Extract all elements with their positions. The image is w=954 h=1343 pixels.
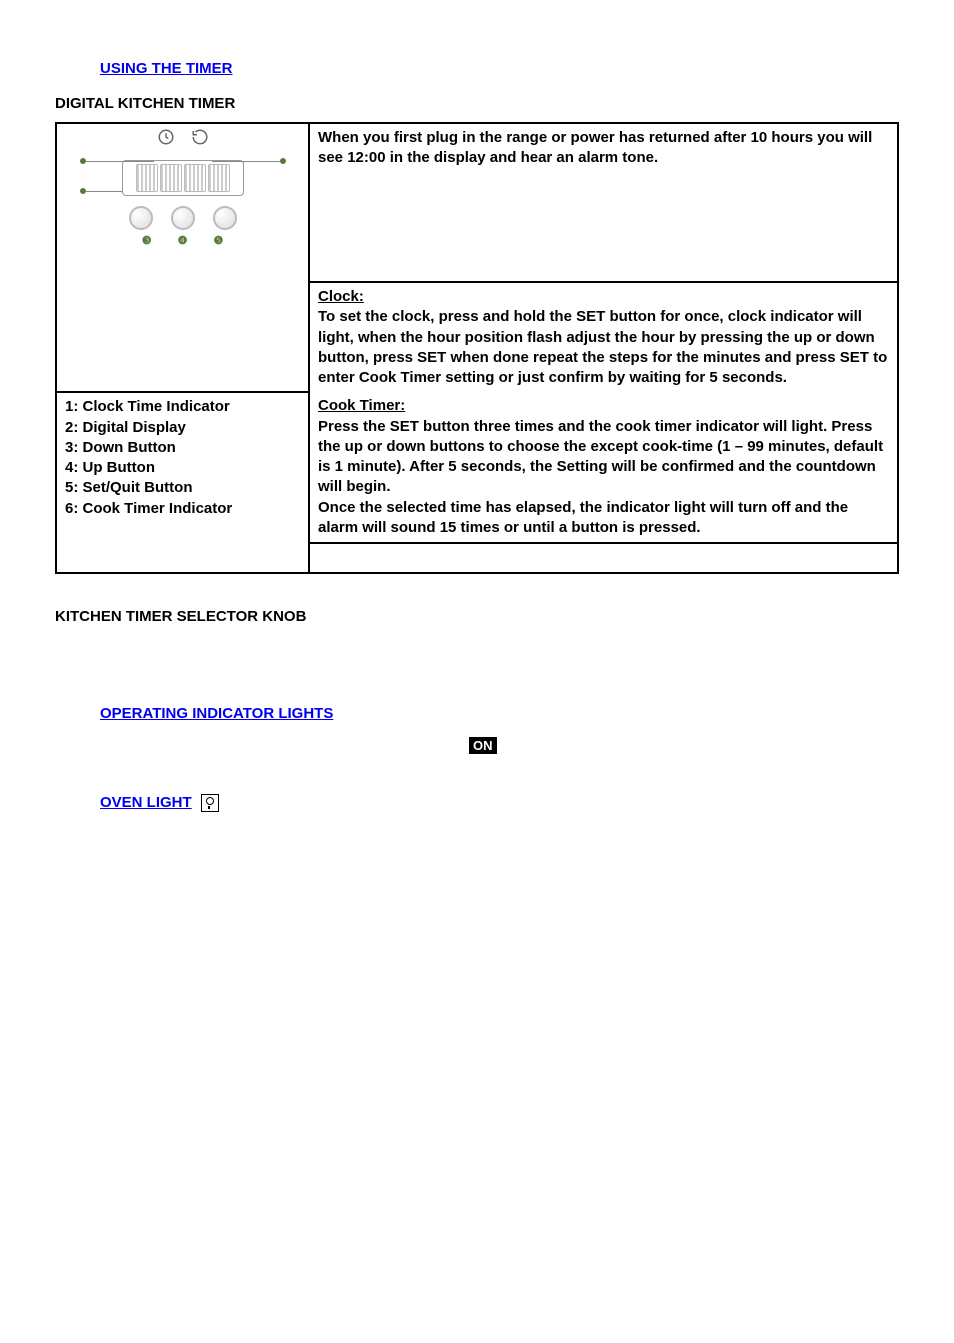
link-oven-light[interactable]: OVEN LIGHT <box>100 794 192 811</box>
callout-num-5: ❺ <box>213 234 223 249</box>
segment-digit <box>160 164 182 192</box>
callout-line-1 <box>86 161 154 162</box>
empty-cell <box>309 543 898 573</box>
timer-diagram: ❸ ❹ ❺ <box>78 128 288 278</box>
legend-line-4: 4: Up Button <box>65 458 300 478</box>
legend-line-6: 6: Cook Timer Indicator <box>65 499 300 519</box>
link-using-timer[interactable]: USING THE TIMER <box>100 60 233 77</box>
clock-body: To set the clock, press and hold the SET… <box>318 308 887 386</box>
diagram-cell-continued <box>56 282 309 392</box>
timer-diagram-cell: ❸ ❹ ❺ <box>56 123 309 282</box>
legend-line-2: 2: Digital Display <box>65 418 300 438</box>
callout-num-4: ❹ <box>178 234 188 249</box>
up-button <box>171 206 195 230</box>
clock-icon <box>157 128 175 152</box>
clock-heading: Clock: <box>318 288 364 305</box>
legend-line-3: 3: Down Button <box>65 438 300 458</box>
on-indicator-badge: ON <box>469 737 497 754</box>
link-operating-indicator-lights[interactable]: OPERATING INDICATOR LIGHTS <box>100 705 333 722</box>
segment-digit <box>184 164 206 192</box>
cook-timer-heading: Cook Timer: <box>318 397 405 414</box>
cook-timer-body: Press the SET button three times and the… <box>318 418 883 536</box>
legend-line-1: 1: Clock Time Indicator <box>65 397 300 417</box>
legend-cell: 1: Clock Time Indicator 2: Digital Displ… <box>56 392 309 573</box>
set-quit-button <box>213 206 237 230</box>
instruction-clock-cell: Clock: To set the clock, press and hold … <box>309 282 898 392</box>
segment-digit <box>136 164 158 192</box>
down-button <box>129 206 153 230</box>
lamp-icon <box>201 794 219 812</box>
callout-num-3: ❸ <box>142 234 152 249</box>
callout-line-2 <box>86 191 122 192</box>
heading-selector-knob: KITCHEN TIMER SELECTOR KNOB <box>55 608 899 625</box>
instruction-intro: When you first plug in the range or powe… <box>309 123 898 282</box>
digital-display <box>122 160 244 196</box>
legend-line-5: 5: Set/Quit Button <box>65 478 300 498</box>
cook-timer-icon <box>191 128 209 152</box>
segment-digit <box>208 164 230 192</box>
callout-dot-6 <box>280 158 286 164</box>
heading-digital-kitchen-timer: DIGITAL KITCHEN TIMER <box>55 95 899 112</box>
instruction-cook-cell: Cook Timer: Press the SET button three t… <box>309 392 898 543</box>
callout-line-6 <box>212 161 280 162</box>
timer-instruction-table: ❸ ❹ ❺ When you first plug in the range o… <box>55 122 899 574</box>
